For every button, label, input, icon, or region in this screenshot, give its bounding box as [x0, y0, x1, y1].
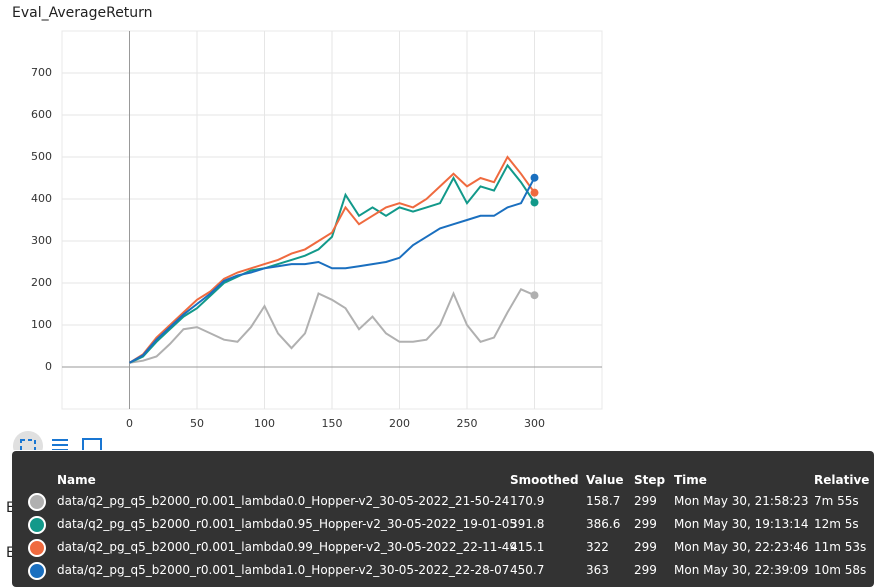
toolbar: [13, 431, 102, 450]
table-cell: 299: [634, 494, 657, 508]
zoom-icon[interactable]: [82, 438, 102, 450]
x-tick-label: 250: [457, 417, 478, 430]
table-cell: 322: [586, 540, 609, 554]
legend-swatch: [28, 516, 46, 534]
table-cell: data/q2_pg_q5_b2000_r0.001_lambda0.95_Ho…: [57, 517, 518, 531]
table-cell: 386.6: [586, 517, 621, 531]
y-tick-label: 300: [31, 234, 52, 247]
legend-swatch: [28, 562, 46, 580]
table-cell: 299: [634, 540, 657, 554]
tooltip: Name Smoothed Value Step Time Relative data/q2…: [12, 451, 874, 587]
y-tick-label: 0: [45, 360, 52, 373]
x-tick-label: 200: [389, 417, 410, 430]
column-header: Smoothed: [510, 473, 579, 487]
series-line: [129, 163, 536, 364]
table-cell: Mon May 30, 22:39:09: [674, 563, 809, 577]
table-cell: 158.7: [586, 494, 621, 508]
table-cell: data/q2_pg_q5_b2000_r0.001_lambda0.0_Hop…: [57, 494, 510, 508]
series-line: [128, 155, 536, 364]
y-tick-label: 400: [31, 192, 52, 205]
table-cell: 10m 58s: [814, 563, 867, 577]
table-cell: 299: [634, 517, 657, 531]
y-tick-label: 200: [31, 276, 52, 289]
chart: Eval_AverageReturn 010020030040050060070…: [12, 5, 603, 450]
table-cell: 12m 5s: [814, 517, 859, 531]
table-cell: 170.9: [510, 494, 545, 508]
table-cell: 7m 55s: [814, 494, 859, 508]
table-cell: Mon May 30, 22:23:46: [674, 540, 809, 554]
x-tick-label: 50: [190, 417, 204, 430]
x-tick-label: 150: [322, 417, 343, 430]
x-tick-label: 100: [254, 417, 275, 430]
column-header: Relative: [814, 473, 870, 487]
end-point: [530, 198, 539, 207]
end-point: [530, 188, 539, 197]
series-line: [129, 288, 535, 364]
end-point: [530, 173, 539, 182]
table-cell: 363: [586, 563, 609, 577]
table-cell: 391.8: [510, 517, 545, 531]
table-cell: 415.1: [510, 540, 545, 554]
y-tick-label: 600: [31, 108, 52, 121]
table-cell: Mon May 30, 21:58:23: [674, 494, 809, 508]
y-tick-label: 700: [31, 66, 52, 79]
y-tick-label: 500: [31, 150, 52, 163]
table-cell: 11m 53s: [814, 540, 867, 554]
column-header: Value: [586, 473, 624, 487]
table-cell: 450.7: [510, 563, 545, 577]
x-tick-label: 300: [524, 417, 545, 430]
chart-title: Eval_AverageReturn: [12, 5, 153, 21]
table-cell: 299: [634, 563, 657, 577]
x-tick-label: 0: [126, 417, 133, 430]
column-header: Time: [674, 473, 707, 487]
table-cell: Mon May 30, 19:13:14: [674, 517, 809, 531]
lines-icon[interactable]: [52, 439, 68, 450]
fit-icon[interactable]: [20, 439, 36, 450]
y-tick-label: 100: [31, 318, 52, 331]
column-header: Name: [57, 473, 96, 487]
table-cell: data/q2_pg_q5_b2000_r0.001_lambda0.99_Ho…: [57, 540, 518, 554]
series-line: [129, 177, 536, 364]
end-point: [530, 291, 539, 300]
table-cell: data/q2_pg_q5_b2000_r0.001_lambda1.0_Hop…: [57, 563, 510, 577]
column-header: Step: [634, 473, 666, 487]
legend-swatch: [28, 539, 46, 557]
legend-swatch: [28, 493, 46, 511]
